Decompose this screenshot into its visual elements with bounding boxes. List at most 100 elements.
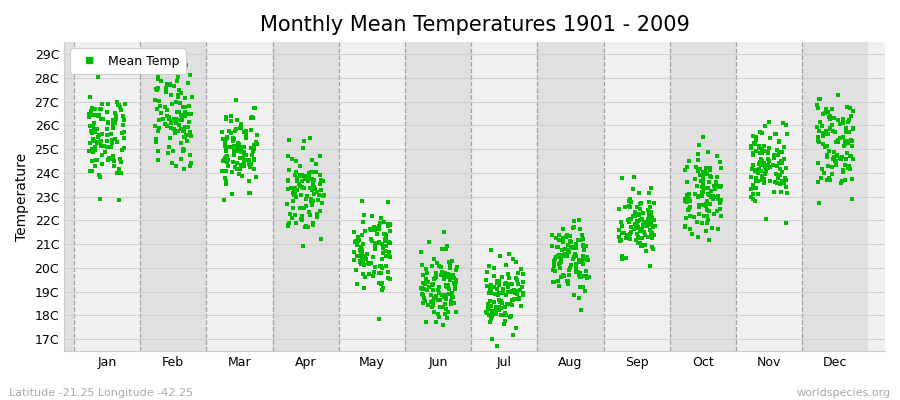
Point [230,144,245,151]
Point [356,271,370,278]
Point [426,281,440,287]
Point [382,221,396,228]
Point [811,104,825,111]
Point [294,172,309,179]
Point [430,260,445,266]
Point [436,228,451,235]
Point [244,115,258,122]
Point [220,157,235,163]
Point [488,291,502,298]
Point [226,138,240,144]
Point [292,163,307,170]
Point [175,117,189,123]
Point [680,164,694,170]
Point [757,178,771,184]
Point [630,218,644,224]
Point [633,235,647,242]
Point [491,292,505,298]
Point [758,164,772,170]
Point [620,232,634,238]
Point [487,265,501,271]
Point [773,189,788,195]
Point [762,135,777,141]
Point [839,129,853,136]
Point [754,177,769,183]
Point [382,238,397,245]
Point [763,164,778,170]
Point [551,252,565,259]
Bar [405,42,472,351]
Point [164,120,178,126]
Point [552,252,566,258]
Point [281,222,295,228]
Point [438,306,453,312]
Point [695,202,709,208]
Point [580,257,594,264]
Point [503,300,517,307]
Point [831,139,845,145]
Point [95,160,110,167]
Bar [338,42,405,351]
Point [86,130,100,136]
Point [181,124,195,130]
Point [494,274,508,280]
Point [445,289,459,296]
Point [316,178,330,185]
Point [554,255,568,261]
Point [560,278,574,284]
Point [752,161,766,167]
Point [567,250,581,257]
Point [83,140,97,146]
Point [432,314,446,320]
Point [755,158,770,164]
Point [419,270,434,277]
Point [382,239,397,246]
Point [415,291,429,298]
Point [551,244,565,250]
Point [309,169,323,176]
Point [177,128,192,134]
Point [94,142,108,149]
Point [553,260,567,266]
Point [350,242,365,248]
Bar [736,42,802,351]
Point [445,301,459,307]
Point [370,230,384,237]
Point [698,185,712,191]
Point [759,216,773,222]
Point [180,138,194,144]
Point [425,304,439,310]
Point [834,154,849,160]
Point [482,263,497,269]
Point [832,120,847,127]
Point [304,196,319,202]
Point [641,218,655,225]
Point [838,141,852,147]
Bar [670,42,736,351]
Point [810,102,824,108]
Point [441,286,455,292]
Point [220,162,235,169]
Point [415,279,429,286]
Point [86,123,100,130]
Point [516,271,530,278]
Point [843,153,858,159]
Point [815,141,830,147]
Point [491,290,506,296]
Point [111,101,125,108]
Point [183,129,197,135]
Point [762,178,777,184]
Point [580,254,595,260]
Point [615,223,629,230]
Point [615,252,629,259]
Point [774,158,788,164]
Point [748,167,762,173]
Point [630,204,644,210]
Point [617,204,632,211]
Point [641,216,655,223]
Point [348,237,363,244]
Point [481,302,495,308]
Point [572,259,586,266]
Point [355,253,369,260]
Point [350,238,365,244]
